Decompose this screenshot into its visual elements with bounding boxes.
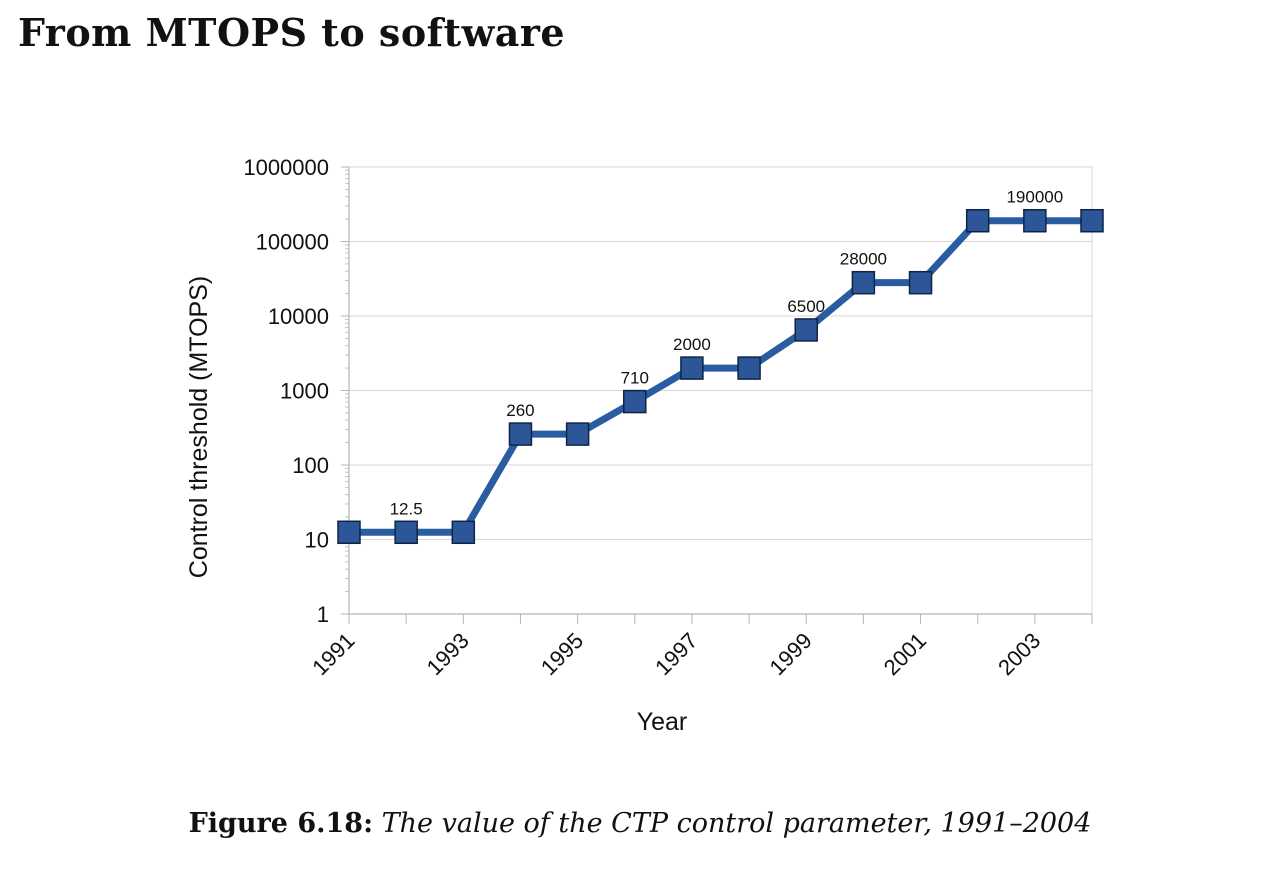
x-tick-label: 1993 [422,628,474,680]
caption-label: Figure 6.18: [188,808,374,839]
x-tick-label: 2001 [879,628,931,680]
y-tick-label: 1 [317,602,329,627]
data-point-marker [565,422,590,446]
data-point-marker [623,389,647,414]
y-tick-label: 10000 [268,304,329,329]
label-layer: 12.5 260 710 2000 6500 28000 190000 [390,188,1064,519]
data-point-marker [508,422,533,446]
series-layer [345,217,1096,536]
data-label: 28000 [840,250,887,269]
page-title: From MTOPS to software [18,10,566,55]
data-label: 2000 [673,335,711,354]
y-axis-title: Control threshold (MTOPS) [185,276,213,578]
data-point-marker [851,270,876,295]
data-label: 190000 [1006,188,1063,207]
data-point-marker [394,520,418,545]
grid-layer [349,166,1093,615]
data-label: 12.5 [390,499,423,518]
data-point-marker [1080,208,1104,233]
data-label: 260 [506,401,534,420]
y-tick-label: 10 [305,528,329,553]
data-label: 710 [621,369,649,388]
data-label: 6500 [787,297,825,316]
data-point-marker [451,520,476,545]
x-tick-label: 1991 [307,628,359,680]
caption-text: The value of the CTP control parameter, … [381,808,1092,839]
y-tick-label: 100000 [256,230,329,255]
marker-layer [337,208,1104,545]
data-point-marker [337,520,361,545]
data-point-marker [1023,208,1047,233]
x-tick-label: 1999 [764,628,816,680]
y-tick-label: 100 [292,453,329,478]
figure-caption: Figure 6.18: The value of the CTP contro… [0,808,1280,839]
x-tick-label: 1995 [536,628,588,680]
x-tick-label: 2003 [993,628,1045,680]
data-point-marker [965,208,990,233]
x-tick-label: 1997 [650,628,702,680]
series-line [345,217,1096,536]
data-point-marker [680,356,704,380]
x-axis-title: Year [637,708,688,736]
data-point-marker [794,318,818,342]
data-point-marker [908,270,933,295]
y-tick-label: 1000000 [243,155,329,180]
y-tick-label: 1000 [280,379,329,404]
data-point-marker [737,356,761,380]
